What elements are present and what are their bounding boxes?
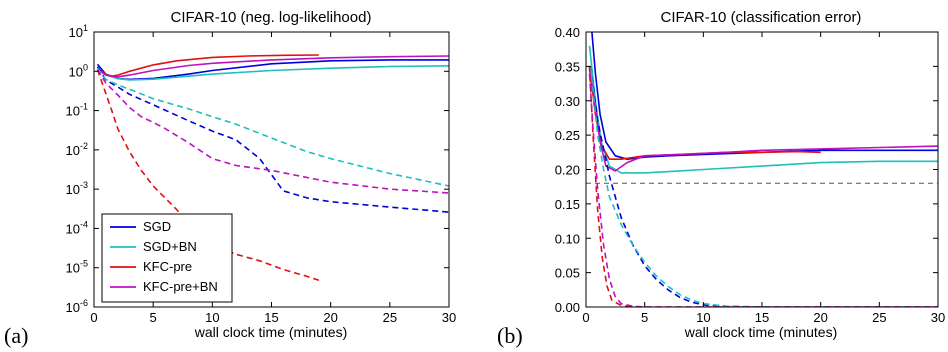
nll-series-sgd-bn-dashed <box>96 67 449 187</box>
error-series-sgd-bn-solid <box>588 45 938 174</box>
nll-series-kfc-pre-solid <box>97 54 319 77</box>
error-y-tick-label: 0.40 <box>555 25 580 40</box>
nll-series-sgd-bn-solid <box>96 65 449 81</box>
error-series-sgd-dashed <box>589 66 938 307</box>
error-plot-frame <box>585 31 939 308</box>
error-y-tick-label: 0.35 <box>555 59 580 74</box>
nll-x-tick-label: 15 <box>264 310 278 325</box>
error-chart: CIFAR-10 (classification error) 0 5 10 15 20… <box>497 9 945 348</box>
nll-y-tick-label: 10-3 <box>66 180 88 197</box>
error-y-tick-label: 0.05 <box>555 266 580 281</box>
nll-series-kfc-pre-bn-solid <box>97 55 449 78</box>
nll-x-tick-label: 20 <box>323 310 337 325</box>
nll-x-tick-label: 30 <box>442 310 456 325</box>
nll-y-tick-label: 10-2 <box>66 141 88 158</box>
error-x-tick-label: 25 <box>872 310 886 325</box>
error-y-tick-label: 0.20 <box>555 163 580 178</box>
error-x-tick-label: 15 <box>755 310 769 325</box>
error-x-tick-label: 5 <box>641 310 648 325</box>
nll-y-tick-label: 10-4 <box>66 219 88 236</box>
nll-x-tick-label: 10 <box>205 310 219 325</box>
error-x-axis-label: wall clock time (minutes) <box>684 324 837 340</box>
error-y-tick-label: 0.30 <box>555 94 580 109</box>
error-series-sgd-bn-dashed <box>589 66 938 307</box>
nll-x-tick-label: 25 <box>383 310 397 325</box>
error-series-kfc-pre-dashed <box>588 66 938 307</box>
error-series-sgd-solid <box>591 32 938 160</box>
legend: SGD SGD+BN KFC-pre KFC-pre+BN <box>101 213 233 303</box>
legend-label-kfc-pre: KFC-pre <box>143 259 192 274</box>
nll-series-kfc-pre-dashed <box>96 69 320 281</box>
legend-label-kfc-pre-bn: KFC-pre+BN <box>143 279 218 294</box>
error-chart-title: CIFAR-10 (classification error) <box>661 9 862 26</box>
nll-y-tick-label: 10-5 <box>66 259 88 276</box>
error-x-tick-label: 10 <box>696 310 710 325</box>
nll-y-tick-label: 10-6 <box>66 298 88 315</box>
error-x-tick-label: 30 <box>931 310 945 325</box>
nll-series-kfc-pre-bn-dashed <box>96 69 449 194</box>
nll-x-axis-label: wall clock time (minutes) <box>194 324 347 340</box>
error-series-kfc-pre-bn-solid <box>588 66 938 172</box>
nll-chart: CIFAR-10 (neg. log-likelihood) 0 5 10 15 20 2… <box>4 9 456 348</box>
legend-label-sgd: SGD <box>143 219 171 234</box>
nll-chart-title: CIFAR-10 (neg. log-likelihood) <box>171 9 372 26</box>
error-series-kfc-pre-bn-dashed <box>588 73 938 307</box>
error-series-kfc-pre-solid <box>588 66 821 160</box>
error-y-tick-label: 0.00 <box>555 300 580 315</box>
error-x-tick-label: 0 <box>582 310 589 325</box>
panel-label-b: (b) <box>497 323 523 348</box>
error-x-tick-label: 20 <box>813 310 827 325</box>
error-y-tick-label: 0.15 <box>555 197 580 212</box>
nll-y-tick-label: 10-1 <box>66 102 88 119</box>
panel-label-a: (a) <box>4 323 28 348</box>
legend-label-sgd-bn: SGD+BN <box>143 239 197 254</box>
nll-x-tick-label: 5 <box>150 310 157 325</box>
nll-y-tick-label: 101 <box>69 23 88 40</box>
error-y-tick-label: 0.10 <box>555 231 580 246</box>
nll-series-sgd-dashed <box>96 66 449 213</box>
error-y-tick-label: 0.25 <box>555 128 580 143</box>
nll-x-tick-label: 0 <box>90 310 97 325</box>
nll-y-tick-label: 100 <box>69 62 88 79</box>
